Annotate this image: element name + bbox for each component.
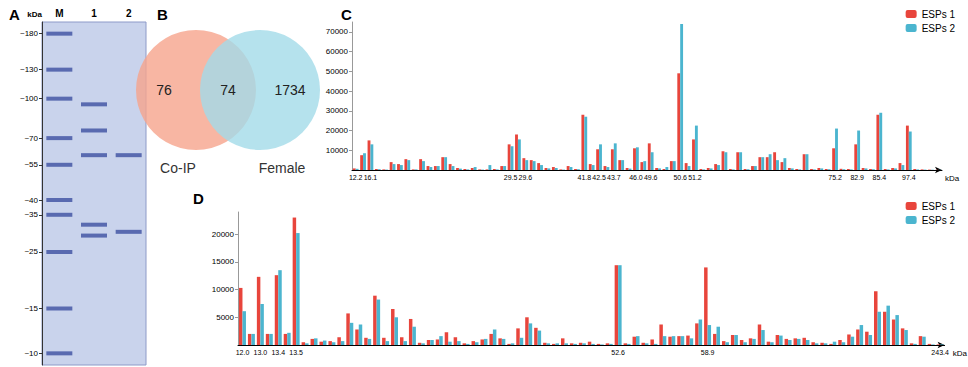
svg-text:~100: ~100 <box>20 94 39 103</box>
svg-text:Female: Female <box>259 160 306 176</box>
svg-text:~40: ~40 <box>24 196 38 205</box>
svg-text:49.6: 49.6 <box>644 174 658 181</box>
svg-text:kDa: kDa <box>27 10 42 19</box>
svg-text:20000: 20000 <box>326 126 349 135</box>
svg-text:5000: 5000 <box>216 313 234 322</box>
svg-text:76: 76 <box>156 82 172 98</box>
svg-text:42.5: 42.5 <box>592 174 606 181</box>
svg-text:~70: ~70 <box>24 134 38 143</box>
svg-text:75.2: 75.2 <box>828 174 842 181</box>
svg-text:12.2: 12.2 <box>349 174 363 181</box>
svg-text:41.8: 41.8 <box>578 174 592 181</box>
svg-text:40000: 40000 <box>326 87 349 96</box>
svg-text:~55: ~55 <box>24 160 38 169</box>
svg-text:ESPs 2: ESPs 2 <box>922 215 956 226</box>
svg-text:74: 74 <box>220 82 236 98</box>
svg-text:29.5: 29.5 <box>504 174 518 181</box>
svg-text:43.7: 43.7 <box>607 174 621 181</box>
svg-text:51.2: 51.2 <box>688 174 702 181</box>
svg-text:82.9: 82.9 <box>850 174 864 181</box>
svg-text:12.0: 12.0 <box>236 349 250 356</box>
svg-text:46.0: 46.0 <box>629 174 643 181</box>
svg-text:kDa: kDa <box>953 349 968 358</box>
svg-text:243.4: 243.4 <box>931 349 949 356</box>
svg-text:30000: 30000 <box>326 106 349 115</box>
svg-text:1: 1 <box>91 8 97 19</box>
svg-text:60000: 60000 <box>326 47 349 56</box>
svg-text:ESPs 1: ESPs 1 <box>922 9 956 20</box>
svg-text:15000: 15000 <box>212 257 235 266</box>
svg-text:13.4: 13.4 <box>271 349 285 356</box>
svg-text:70000: 70000 <box>326 27 349 36</box>
svg-text:D: D <box>193 190 204 207</box>
svg-text:C: C <box>341 6 352 23</box>
svg-text:~130: ~130 <box>20 65 39 74</box>
svg-text:ESPs 2: ESPs 2 <box>922 23 956 34</box>
svg-text:13.5: 13.5 <box>289 349 303 356</box>
svg-text:50.6: 50.6 <box>673 174 687 181</box>
svg-text:B: B <box>157 6 168 23</box>
svg-text:16.1: 16.1 <box>364 174 378 181</box>
svg-text:~25: ~25 <box>24 247 38 256</box>
svg-text:~10: ~10 <box>24 349 38 358</box>
svg-text:A: A <box>9 6 20 23</box>
svg-text:2: 2 <box>126 8 132 19</box>
svg-text:20000: 20000 <box>212 230 235 239</box>
svg-text:85.4: 85.4 <box>873 174 887 181</box>
svg-text:kDa: kDa <box>945 174 960 183</box>
svg-text:Co-IP: Co-IP <box>160 160 196 176</box>
svg-text:97.4: 97.4 <box>902 174 916 181</box>
svg-text:10000: 10000 <box>326 146 349 155</box>
svg-text:1734: 1734 <box>274 82 305 98</box>
svg-text:~180: ~180 <box>20 29 39 38</box>
svg-text:~35: ~35 <box>24 210 38 219</box>
svg-text:13.0: 13.0 <box>254 349 268 356</box>
svg-text:58.9: 58.9 <box>701 349 715 356</box>
svg-text:50000: 50000 <box>326 67 349 76</box>
svg-text:29.6: 29.6 <box>519 174 533 181</box>
svg-text:~15: ~15 <box>24 304 38 313</box>
svg-text:M: M <box>55 8 63 19</box>
svg-text:ESPs 1: ESPs 1 <box>922 201 956 212</box>
svg-text:52.6: 52.6 <box>611 349 625 356</box>
svg-text:10000: 10000 <box>212 285 235 294</box>
